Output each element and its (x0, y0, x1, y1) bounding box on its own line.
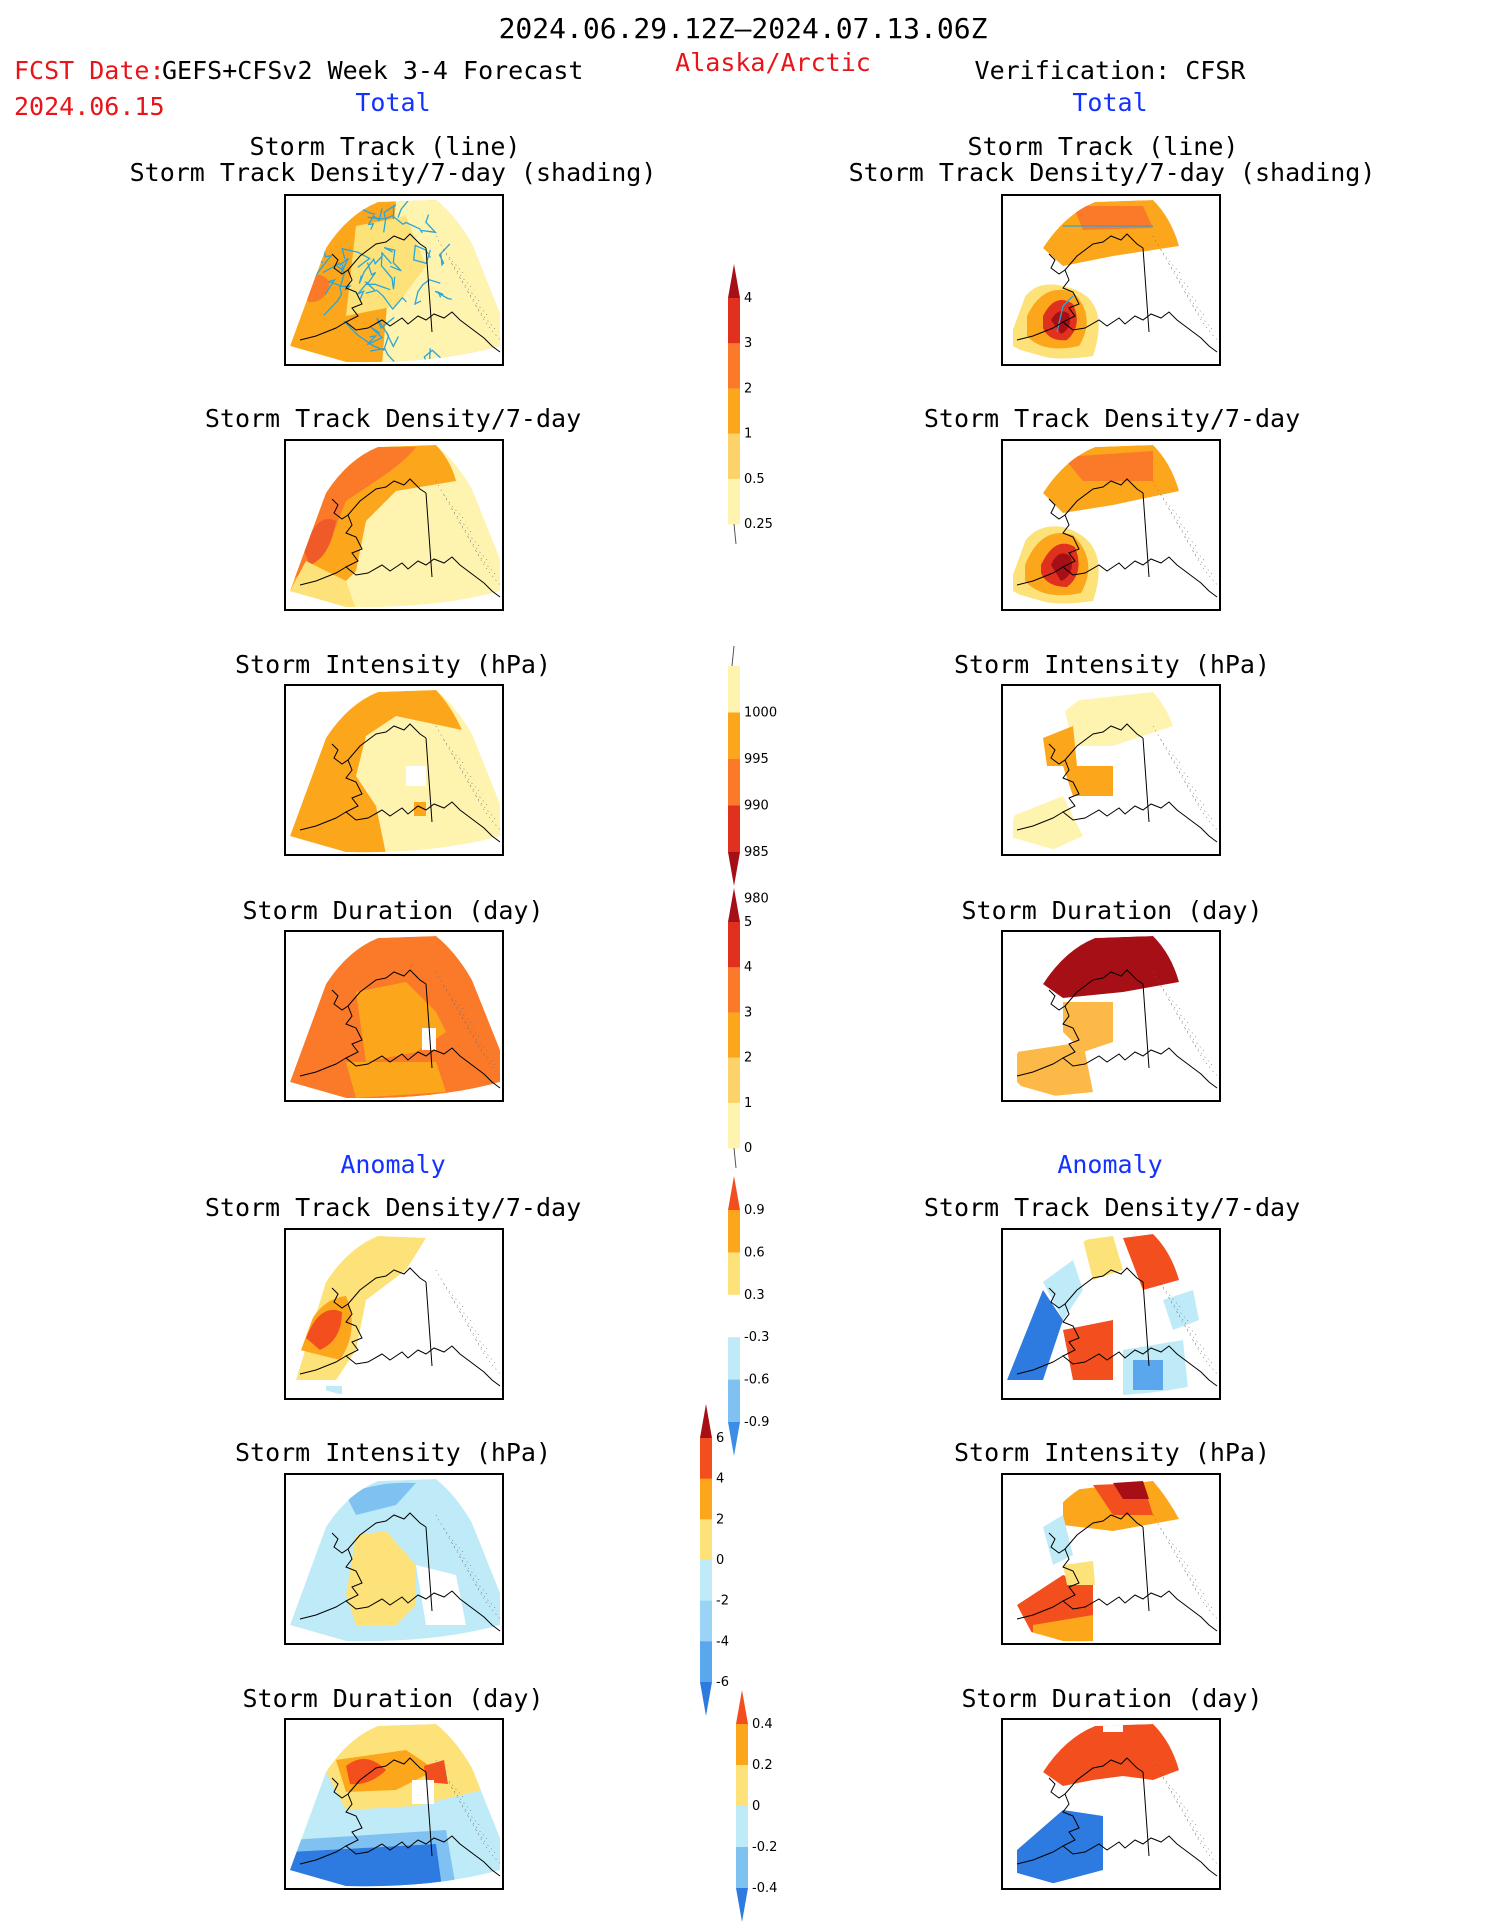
colorbar-duration: 5 4 3 2 1 0 (726, 888, 786, 1169)
fcst-label: FCST Date: (14, 56, 165, 85)
colorbar-tick-label: 0.2 (752, 1758, 773, 1773)
anomaly-label-left: Anomaly (340, 1150, 446, 1179)
colorbar-tick-label: 0.5 (744, 472, 765, 487)
colorbar-tick-label: 985 (744, 845, 769, 860)
title-l2: Storm Track Density/7-day (204, 404, 582, 433)
colorbar-tick-label: 0.9 (744, 1203, 765, 1218)
colorbar-density: 4 3 2 1 0.5 0.25 (726, 264, 786, 545)
anomaly-label-right: Anomaly (1057, 1150, 1163, 1179)
title-r7: Storm Duration (day) (961, 1684, 1263, 1713)
title-r2: Storm Track Density/7-day (923, 404, 1301, 433)
colorbar-tick-label: 2 (744, 1051, 752, 1066)
colorbar-tick-label: -2 (716, 1594, 729, 1609)
colorbar-tick-label: 0.3 (744, 1288, 765, 1303)
title-l1b: Storm Track Density/7-day (shading) (129, 158, 657, 187)
title-l7: Storm Duration (day) (242, 1684, 544, 1713)
colorbar-tick-label: -0.6 (744, 1373, 769, 1388)
region-label: Alaska/Arctic (675, 48, 871, 77)
colorbar-tick-label: 5 (744, 915, 752, 930)
fcst-date: 2024.06.15 (14, 92, 165, 121)
title-l5: Storm Track Density/7-day (204, 1193, 582, 1222)
title-l1a: Storm Track (line) (249, 132, 521, 161)
colorbar-tick-label: 980 (744, 892, 769, 907)
title-l3: Storm Intensity (hPa) (234, 650, 552, 679)
map-forecast-track (284, 194, 504, 366)
colorbar-tick-label: 4 (716, 1472, 724, 1487)
colorbar-tick-label: 0 (752, 1799, 760, 1814)
colorbar-intensity: 1000 995 990 985 980 (726, 645, 786, 907)
colorbar-tick-label: 2 (744, 381, 752, 396)
colorbar-tick-label: 0.25 (744, 517, 773, 532)
colorbar-tick-label: 0.6 (744, 1245, 765, 1260)
title-r6: Storm Intensity (hPa) (953, 1438, 1271, 1467)
total-label-left: Total (355, 88, 431, 117)
total-label-right: Total (1072, 88, 1148, 117)
title-r4: Storm Duration (day) (961, 896, 1263, 925)
map-verif-duration (1001, 930, 1221, 1102)
map-verif-track (1001, 194, 1221, 366)
colorbar-tick-label: 0 (716, 1553, 724, 1568)
map-verif-intensity-anom (1001, 1473, 1221, 1645)
colorbar-tick-label: 3 (744, 336, 752, 351)
map-forecast-duration (284, 930, 504, 1102)
fcst-model: GEFS+CFSv2 Week 3-4 Forecast (162, 56, 584, 85)
map-forecast-density (284, 439, 504, 611)
title-l6: Storm Intensity (hPa) (234, 1438, 552, 1467)
title-r3: Storm Intensity (hPa) (953, 650, 1271, 679)
map-verif-density-anom (1001, 1228, 1221, 1400)
colorbar-tick-label: 3 (744, 1005, 752, 1020)
title-r1b: Storm Track Density/7-day (shading) (848, 158, 1376, 187)
colorbar-tick-label: 995 (744, 752, 769, 767)
colorbar-tick-label: -0.4 (752, 1881, 777, 1896)
colorbar-tick-label: 1000 (744, 706, 777, 721)
title-r5: Storm Track Density/7-day (923, 1193, 1301, 1222)
title-l4: Storm Duration (day) (242, 896, 544, 925)
colorbar-tick-label: 2 (716, 1512, 724, 1527)
colorbar-tick-label: -0.3 (744, 1330, 769, 1345)
colorbar-tick-label: -6 (716, 1675, 729, 1690)
map-forecast-duration-anom (284, 1718, 504, 1890)
title-r1a: Storm Track (line) (967, 132, 1239, 161)
map-verif-density (1001, 439, 1221, 611)
colorbar-tick-label: 1 (744, 427, 752, 442)
map-forecast-intensity-anom (284, 1473, 504, 1645)
colorbar-tick-label: -0.2 (752, 1840, 777, 1855)
colorbar-tick-label: 0 (744, 1141, 752, 1156)
colorbar-tick-label: -4 (716, 1634, 729, 1649)
colorbar-tick-label: 4 (744, 291, 752, 306)
map-verif-duration-anom (1001, 1718, 1221, 1890)
colorbar-tick-label: -0.9 (744, 1415, 769, 1430)
map-verif-intensity (1001, 684, 1221, 856)
date-range-title: 2024.06.29.12Z–2024.07.13.06Z (498, 12, 988, 45)
map-forecast-density-anom (284, 1228, 504, 1400)
colorbar-density-anom: 0.9 0.6 0.3 -0.3 -0.6 -0.9 (726, 1176, 786, 1456)
colorbar-duration-anom: 0.4 0.2 0 -0.2 -0.4 (734, 1690, 794, 1922)
colorbar-intensity-anom: 6 4 2 0 -2 -4 -6 (698, 1404, 758, 1716)
colorbar-tick-label: 0.4 (752, 1717, 773, 1732)
colorbar-tick-label: 990 (744, 799, 769, 814)
colorbar-tick-label: 1 (744, 1096, 752, 1111)
colorbar-tick-label: 6 (716, 1431, 724, 1446)
colorbar-tick-label: 4 (744, 960, 752, 975)
map-forecast-intensity (284, 684, 504, 856)
verification-label: Verification: CFSR (974, 56, 1246, 85)
